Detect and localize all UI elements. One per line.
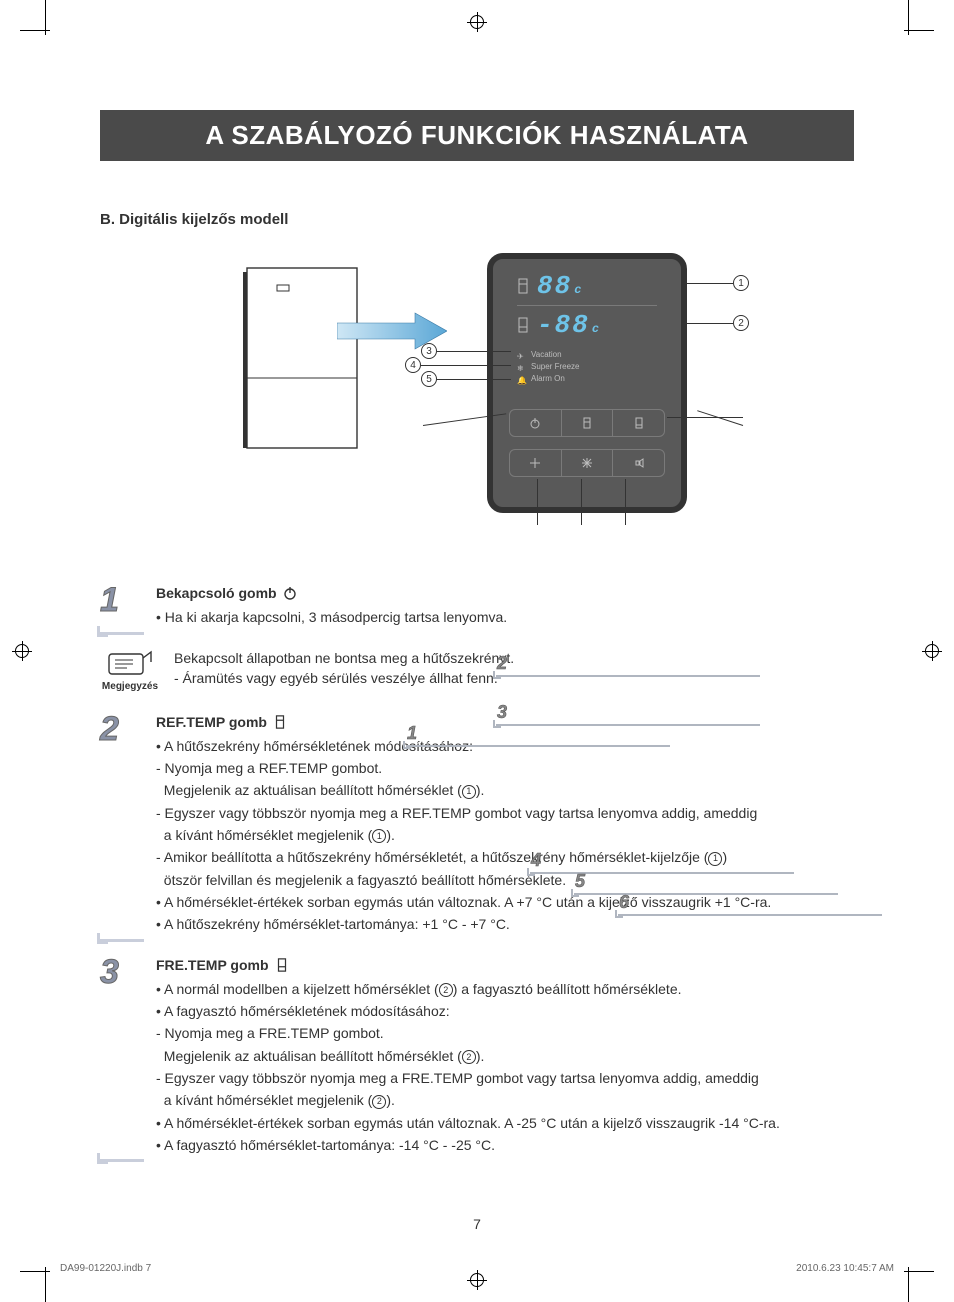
callout-box-5: 5 xyxy=(575,871,835,892)
callout-box-1: 1 xyxy=(407,723,667,744)
callout-circle-4: 4 xyxy=(405,357,421,373)
callout-box-6: 6 xyxy=(619,892,879,913)
fridge-outline-icon xyxy=(237,263,367,453)
button-row-1 xyxy=(509,409,665,437)
text-line: Megjelenik az aktuálisan beállított hőmé… xyxy=(156,780,854,800)
lead-line xyxy=(581,479,582,525)
callout-circle-2: 2 xyxy=(733,315,749,331)
registration-mark xyxy=(12,641,32,661)
crop-mark xyxy=(904,1271,934,1272)
step-3-title: FRE.TEMP gomb xyxy=(156,955,269,975)
subheading: B. Digitális kijelzős modell xyxy=(100,211,854,228)
lead-line xyxy=(667,417,743,418)
lead-line xyxy=(697,410,743,426)
button-row-2 xyxy=(509,449,665,477)
step-number: 3 xyxy=(100,955,140,1158)
callout-circle-3: 3 xyxy=(421,343,437,359)
freezer-icon xyxy=(517,317,529,333)
crop-mark xyxy=(908,1267,909,1302)
text-line: a kívánt hőmérséklet megjelenik (1). xyxy=(156,825,854,845)
page-title: A SZABÁLYOZÓ FUNKCIÓK HASZNÁLATA xyxy=(100,110,854,161)
lead-line xyxy=(437,379,511,380)
diagram: 88c -88c ✈Vacation ❄Super Freeze 🔔Alarm … xyxy=(100,253,854,543)
crop-mark xyxy=(904,30,934,31)
alarm-button[interactable] xyxy=(613,450,664,476)
callout-circle-5: 5 xyxy=(421,371,437,387)
lead-line xyxy=(625,479,626,525)
footer-right: 2010.6.23 10:45:7 AM xyxy=(796,1263,894,1274)
callout-box-3: 3 xyxy=(497,702,757,723)
ref-temp-button[interactable] xyxy=(562,410,614,436)
status-vacation: Vacation xyxy=(531,349,562,361)
step-1-title: Bekapcsoló gomb xyxy=(156,583,277,603)
text-line: • A fagyasztó hőmérséklet-tartománya: -1… xyxy=(156,1135,854,1155)
crop-mark xyxy=(20,30,50,31)
power-button[interactable] xyxy=(510,410,562,436)
fridge-icon xyxy=(273,715,287,729)
text-line: • A hűtőszekrény hőmérséklet-tartománya:… xyxy=(156,914,854,934)
text-line: • A fagyasztó hőmérsékletének módosításá… xyxy=(156,1001,854,1021)
crop-mark xyxy=(20,1271,50,1272)
text-line: Megjelenik az aktuálisan beállított hőmé… xyxy=(156,1046,854,1066)
status-superfreeze: Super Freeze xyxy=(531,361,579,373)
crop-mark xyxy=(45,1267,46,1302)
step-number: 1 xyxy=(100,583,140,630)
step-3: 3 FRE.TEMP gomb • A normál modellben a k… xyxy=(100,955,854,1158)
text-line: - Nyomja meg a FRE.TEMP gombot. xyxy=(156,1023,854,1043)
note-icon xyxy=(107,648,153,676)
page-number: 7 xyxy=(473,1216,481,1232)
text-line: - Egyszer vagy többször nyomja meg a FRE… xyxy=(156,1068,854,1088)
footer-left: DA99-01220J.indb 7 xyxy=(60,1263,151,1274)
freezer-icon xyxy=(275,958,289,972)
control-panel: 88c -88c ✈Vacation ❄Super Freeze 🔔Alarm … xyxy=(487,253,687,513)
callout-box-4: 4 xyxy=(531,850,791,871)
fre-temp-button[interactable] xyxy=(613,410,664,436)
lead-line xyxy=(687,323,733,324)
note-label: Megjegyzés xyxy=(100,681,160,692)
fre-temp-display: -88c xyxy=(537,310,601,340)
text-line: - Egyszer vagy többször nyomja meg a REF… xyxy=(156,803,854,823)
lead-line xyxy=(421,365,511,366)
registration-mark xyxy=(467,12,487,32)
lead-line xyxy=(437,351,511,352)
text-line: - Nyomja meg a REF.TEMP gombot. xyxy=(156,758,854,778)
ref-temp-display: 88c xyxy=(537,271,583,301)
superfreeze-button[interactable] xyxy=(562,450,614,476)
power-icon xyxy=(283,586,297,600)
step-2-title: REF.TEMP gomb xyxy=(156,712,267,732)
lead-line xyxy=(537,479,538,525)
vacation-button[interactable] xyxy=(510,450,562,476)
status-list: ✈Vacation ❄Super Freeze 🔔Alarm On xyxy=(517,349,657,385)
step-number: 2 xyxy=(100,712,140,937)
lead-line xyxy=(687,283,733,284)
text-line: a kívánt hőmérséklet megjelenik (2). xyxy=(156,1090,854,1110)
print-footer: DA99-01220J.indb 7 2010.6.23 10:45:7 AM xyxy=(60,1263,894,1274)
text-line: • A hőmérséklet-értékek sorban egymás ut… xyxy=(156,1113,854,1133)
callout-box-2: 2 xyxy=(497,653,757,674)
registration-mark xyxy=(922,641,942,661)
fridge-icon xyxy=(517,278,529,294)
callout-circle-1: 1 xyxy=(733,275,749,291)
text-line: • A normál modellben a kijelzett hőmérsé… xyxy=(156,979,854,999)
status-alarm: Alarm On xyxy=(531,373,565,385)
